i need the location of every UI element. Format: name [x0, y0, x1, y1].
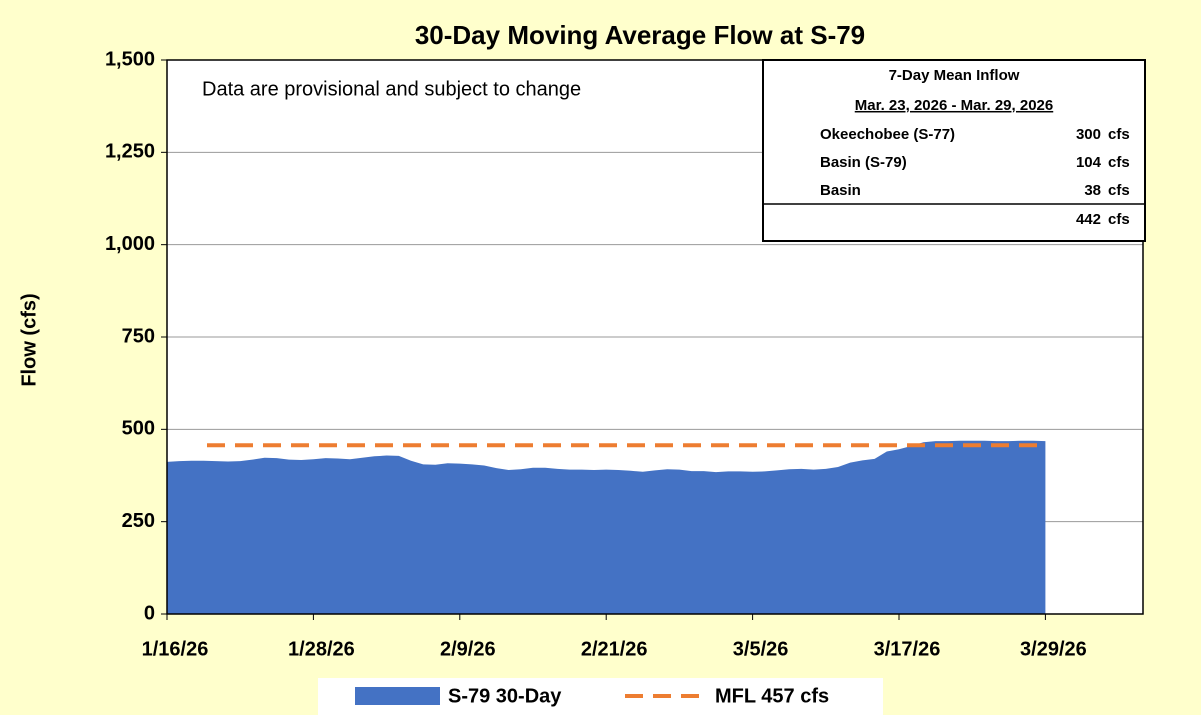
- inflow-table: [762, 59, 1146, 242]
- row-unit: cfs: [1108, 154, 1130, 171]
- area: [167, 440, 1046, 614]
- row-value: 300: [1076, 126, 1101, 143]
- legend-label: S-79 30-Day: [448, 685, 562, 707]
- x-tick-label: 1/16/26: [142, 638, 209, 660]
- plot-border: [166, 59, 1144, 615]
- legend-swatch: [355, 687, 440, 705]
- total-unit: cfs: [1108, 211, 1130, 228]
- legend-label: MFL 457 cfs: [715, 685, 829, 707]
- y-axis-label: Flow (cfs): [18, 293, 40, 386]
- row-unit: cfs: [1108, 182, 1130, 199]
- row-value: 104: [1076, 154, 1102, 171]
- chart-title: 30-Day Moving Average Flow at S-79: [415, 20, 865, 50]
- x-tick-label: 3/17/26: [874, 638, 941, 660]
- table-title: 7-Day Mean Inflow: [889, 67, 1020, 84]
- y-tick-label: 250: [122, 510, 155, 532]
- x-tick-label: 2/9/26: [440, 638, 496, 660]
- note: Data are provisional and subject to chan…: [202, 78, 581, 100]
- row-label: Basin (S-79): [820, 154, 907, 171]
- row-value: 38: [1084, 182, 1101, 199]
- row-label: Basin: [820, 182, 861, 199]
- y-tick-label: 1,500: [105, 48, 155, 70]
- x-tick-label: 1/28/26: [288, 638, 355, 660]
- y-tick-label: 500: [122, 418, 155, 440]
- y-tick-label: 1,000: [105, 233, 155, 255]
- y-tick-label: 750: [122, 325, 155, 347]
- y-tick-label: 0: [144, 602, 155, 624]
- row-label: Okeechobee (S-77): [820, 126, 955, 143]
- y-tick-label: 1,250: [105, 141, 155, 163]
- x-tick-label: 2/21/26: [581, 638, 648, 660]
- table-period: Mar. 23, 2026 - Mar. 29, 2026: [855, 97, 1053, 114]
- total-value: 442: [1076, 211, 1101, 228]
- row-unit: cfs: [1108, 126, 1130, 143]
- x-tick-label: 3/29/26: [1020, 638, 1087, 660]
- x-tick-label: 3/5/26: [733, 638, 789, 660]
